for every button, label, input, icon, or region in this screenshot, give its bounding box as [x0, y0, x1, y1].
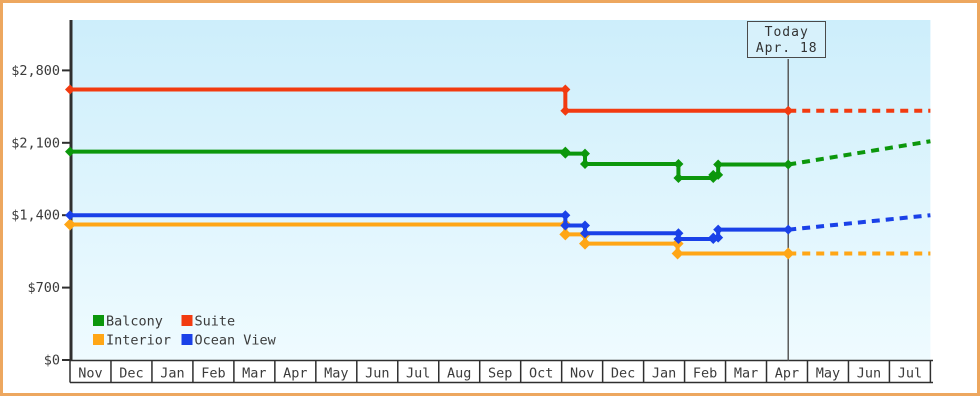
marker-diamond-interior — [579, 237, 592, 250]
x-tick-label: May — [816, 366, 840, 382]
marker-diamond-suite — [560, 84, 571, 95]
series-line-suite — [70, 87, 789, 113]
legend-swatch-interior — [93, 334, 104, 345]
marker-diamond-interior — [64, 218, 76, 231]
marker-diamond-ocean-view — [560, 220, 571, 231]
y-tick-label: $2,100 — [11, 135, 60, 151]
legend-item-balcony: Balcony — [93, 314, 163, 330]
marker-diamond-interior — [559, 228, 572, 241]
x-axis: Nov Dec Jan Feb Mar Apr May Jun Jul Aug Sep Oct Nov D… — [69, 359, 933, 384]
y-tick-label: $1,400 — [11, 208, 60, 224]
series-suite — [65, 84, 931, 116]
series-forecast-line-balcony — [787, 139, 931, 167]
marker-diamond-ocean-view — [65, 210, 75, 221]
marker-diamond-interior — [671, 247, 684, 260]
marker-diamond-balcony — [580, 148, 591, 159]
series-group — [64, 84, 931, 260]
marker-diamond-suite — [65, 84, 75, 95]
series-forecast-line-ocean-view — [788, 213, 931, 232]
x-tick-label: Mar — [242, 366, 266, 382]
x-tick-label: Dec — [119, 366, 143, 382]
x-tick-label: Apr — [283, 366, 307, 382]
y-tick-label: $0 — [44, 353, 60, 369]
x-tick-label: Feb — [201, 366, 225, 382]
legend-item-suite: Suite — [181, 314, 236, 330]
marker-diamond-balcony — [673, 172, 684, 183]
y-tick-label: $700 — [27, 280, 60, 296]
x-tick-label: Dec — [611, 366, 635, 382]
x-tick-label: Jan — [160, 366, 184, 382]
marker-diamond-balcony — [65, 146, 75, 157]
marker-diamond-balcony — [783, 159, 794, 170]
x-tick-label: Apr — [775, 366, 799, 382]
legend-swatch-suite — [181, 315, 193, 326]
x-tick-label: Jun — [365, 366, 389, 382]
x-tick-label: May — [324, 366, 348, 382]
marker-diamond-ocean-view — [713, 224, 724, 235]
marker-diamond-ocean-view — [713, 232, 724, 243]
marker-diamond-balcony — [713, 169, 724, 180]
x-tick-label: Mar — [734, 366, 758, 382]
x-tick-label: Feb — [693, 366, 717, 382]
marker-diamond-ocean-view — [580, 228, 591, 239]
x-tick-label: Jun — [857, 366, 881, 382]
series-ocean-view — [65, 210, 931, 244]
today-label-line2: Apr. 18 — [755, 41, 818, 56]
legend-label-suite: Suite — [195, 314, 236, 330]
legend-swatch-ocean-view — [181, 334, 193, 345]
marker-diamond-balcony — [713, 159, 724, 170]
x-tick-label: Jul — [406, 366, 430, 382]
marker-diamond-ocean-view — [673, 228, 684, 239]
marker-diamond-suite — [783, 105, 794, 116]
marker-diamond-ocean-view — [673, 233, 684, 244]
marker-diamond-balcony — [580, 159, 591, 170]
y-axis: $0 $700 $1,400 $2,100 $2,800 — [11, 20, 73, 369]
y-tick-label: $2,800 — [11, 63, 60, 79]
plot-area — [72, 20, 931, 361]
legend: Balcony Suite Interior Ocean View — [93, 314, 277, 349]
legend-label-interior: Interior — [106, 333, 171, 349]
marker-diamond-ocean-view — [560, 210, 571, 221]
x-tick-label: Jul — [898, 366, 922, 382]
marker-diamond-interior — [782, 247, 795, 260]
legend-item-interior: Interior — [93, 333, 171, 349]
legend-item-ocean-view: Ocean View — [181, 333, 277, 349]
series-balcony — [65, 139, 931, 183]
x-tick-label: Jan — [652, 366, 676, 382]
x-tick-label: Oct — [529, 366, 553, 382]
marker-diamond-balcony — [673, 159, 684, 170]
x-tick-label: Aug — [447, 366, 471, 382]
legend-label-ocean-view: Ocean View — [195, 333, 277, 349]
marker-diamond-ocean-view — [783, 224, 794, 235]
marker-diamond-balcony — [560, 148, 571, 159]
today-label-box: Today Apr. 18 — [747, 21, 827, 58]
x-tick-label: Nov — [78, 366, 102, 382]
x-tick-label: Sep — [488, 366, 512, 382]
x-tick-label: Nov — [570, 366, 594, 382]
legend-swatch-balcony — [93, 315, 104, 326]
legend-label-balcony: Balcony — [106, 314, 163, 330]
marker-diamond-ocean-view — [580, 220, 591, 231]
marker-diamond-suite — [560, 105, 571, 116]
today-label-line1: Today — [764, 25, 809, 40]
